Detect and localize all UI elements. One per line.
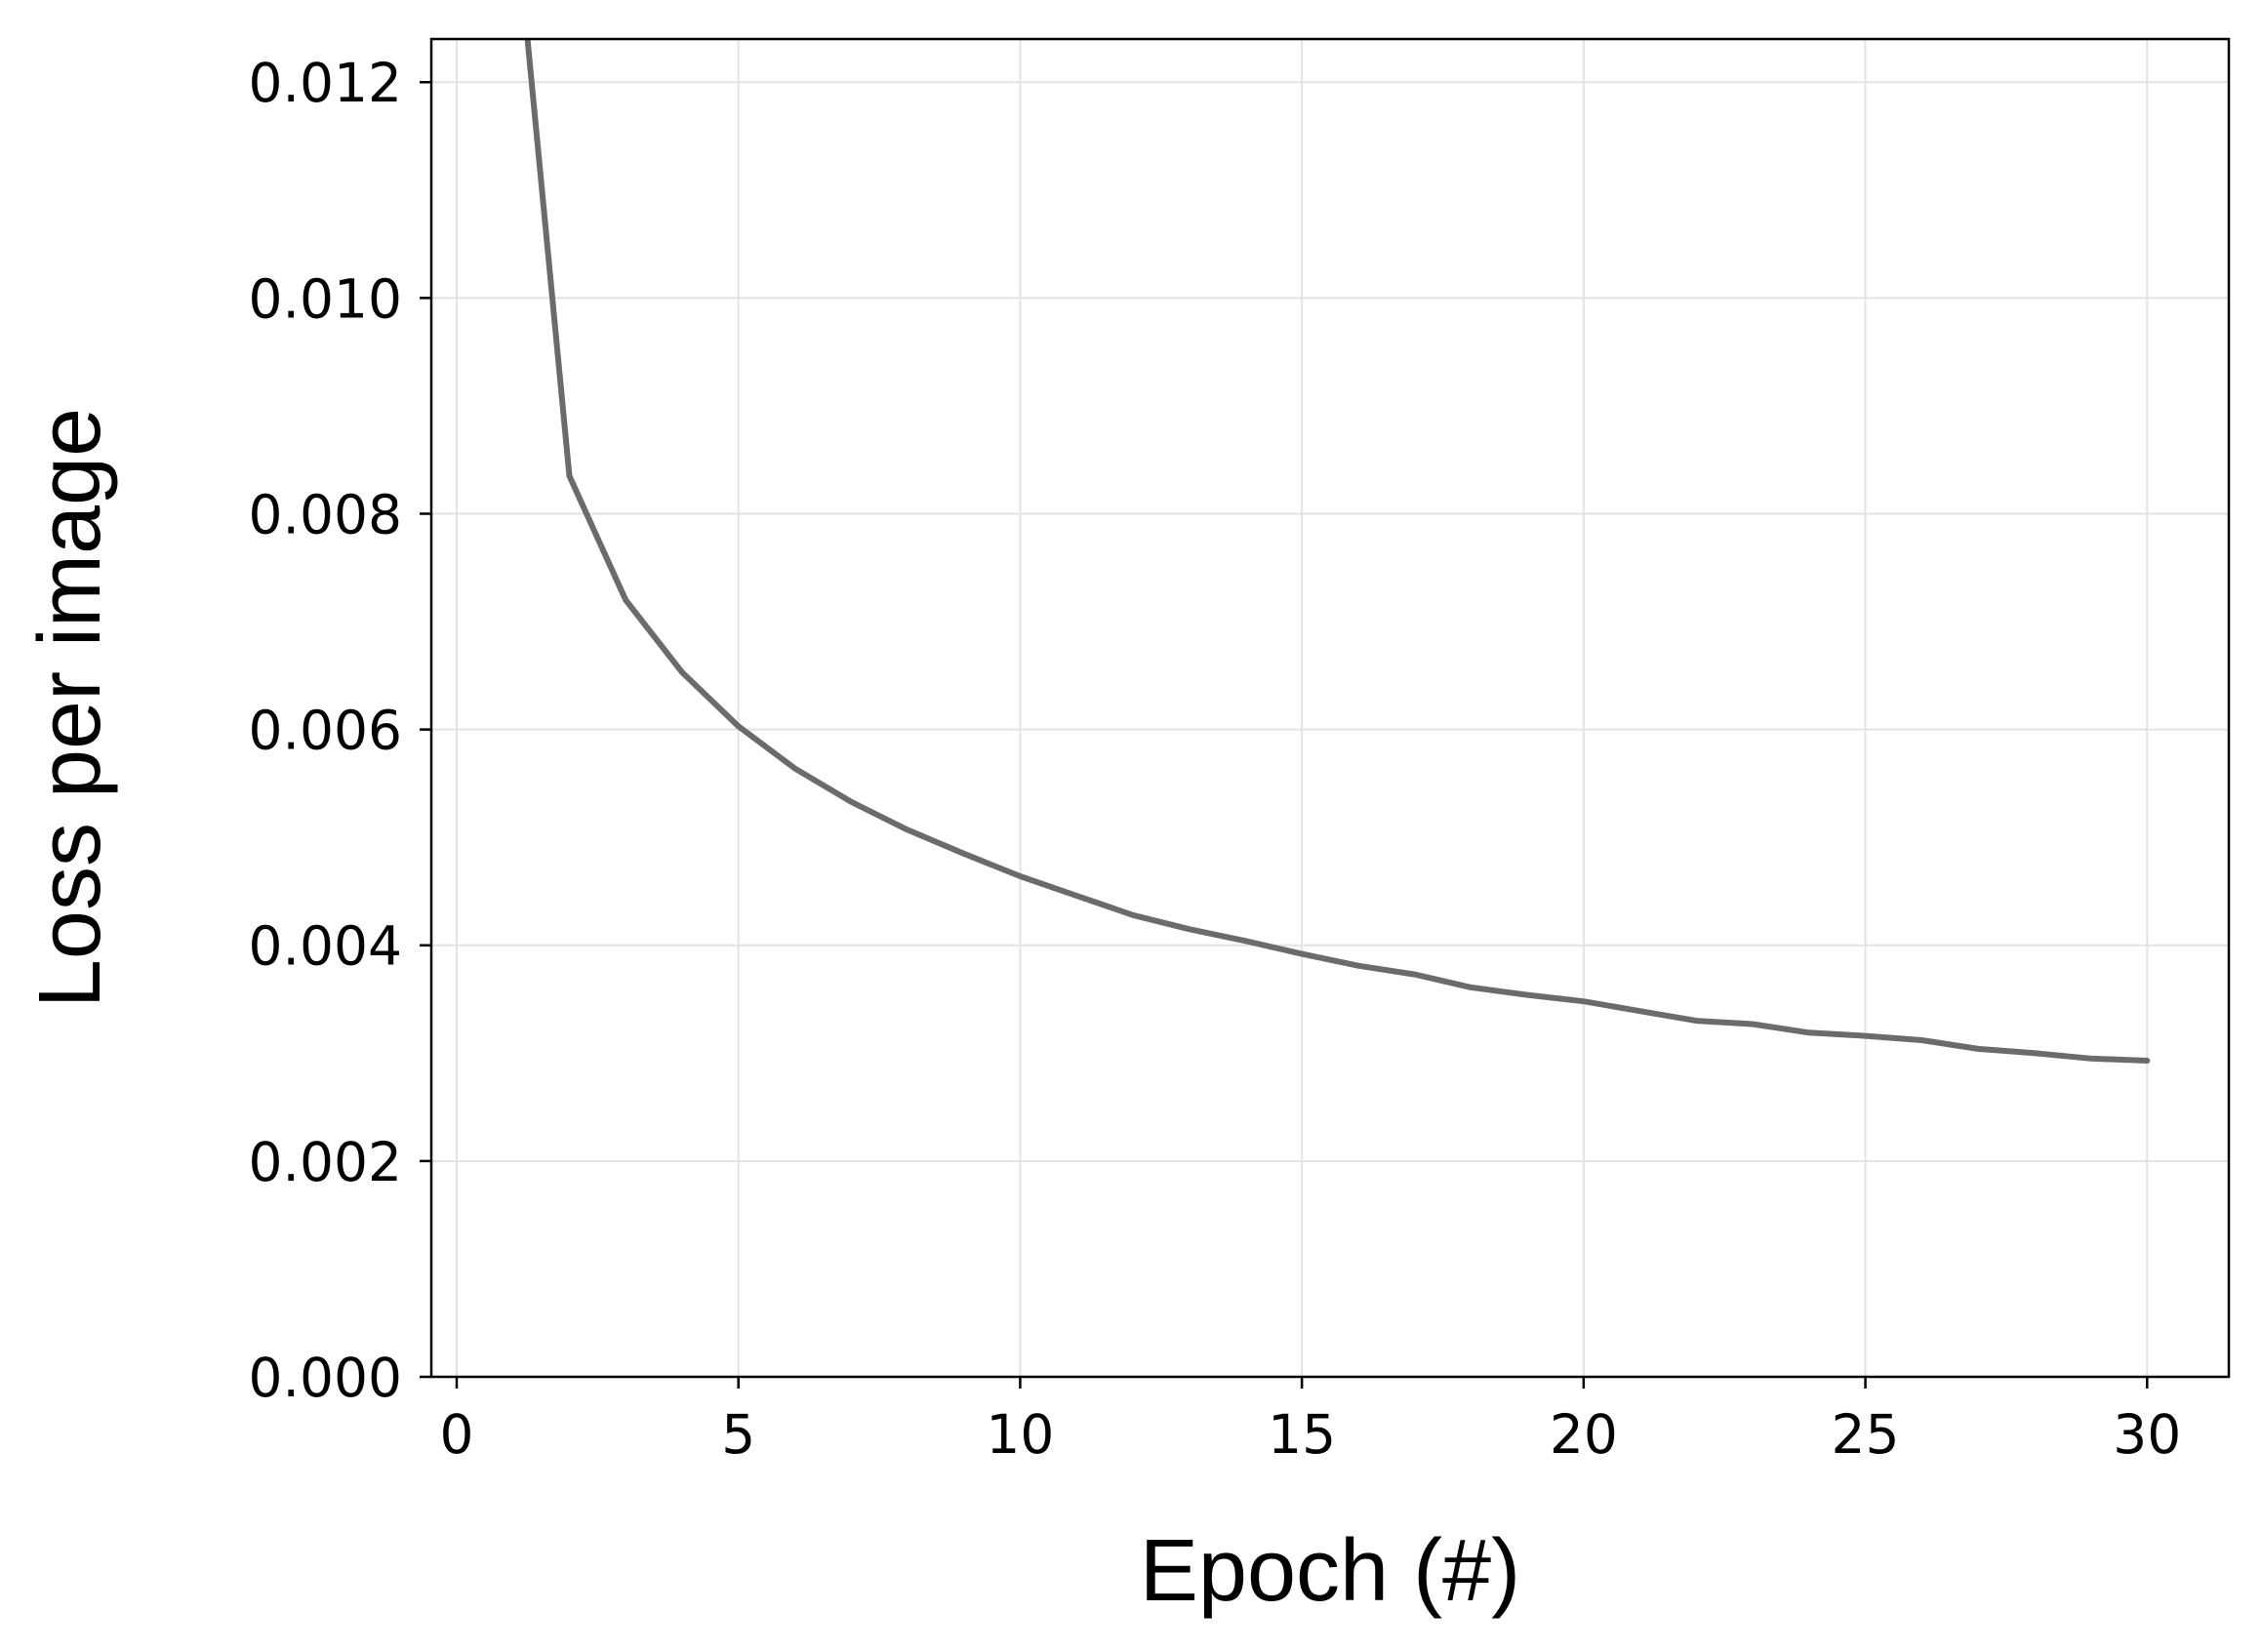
- x-tick-label: 10: [986, 1403, 1054, 1466]
- series-line-1: [524, 39, 2151, 1064]
- grid-lines: [431, 39, 2229, 1378]
- axes-frame: [429, 37, 2231, 1379]
- y-tick-label: 0.008: [249, 483, 402, 545]
- x-tick-label: 30: [2113, 1403, 2181, 1466]
- y-tick-label: 0.000: [249, 1347, 402, 1409]
- x-tick-label: 0: [439, 1403, 473, 1466]
- y-tick-label: 0.012: [249, 52, 402, 114]
- y-axis-title: Loss per image: [21, 408, 119, 1008]
- x-tick-label: 15: [1268, 1403, 1336, 1466]
- y-tick-label: 0.004: [249, 915, 402, 978]
- axis-ticks: 0 5 10 15 20 25 30 0.000 0.002 0.004 0.006 0.008 0.0…: [249, 52, 2182, 1466]
- y-tick-label: 0.006: [249, 700, 402, 762]
- x-tick-label: 5: [721, 1403, 755, 1466]
- y-tick-label: 0.002: [249, 1131, 402, 1193]
- x-tick-label: 20: [1550, 1403, 1618, 1466]
- x-tick-label: 25: [1832, 1403, 1900, 1466]
- plot-area: [524, 39, 2151, 1064]
- x-axis-title: Epoch (#): [1140, 1522, 1520, 1620]
- y-tick-label: 0.010: [249, 267, 402, 330]
